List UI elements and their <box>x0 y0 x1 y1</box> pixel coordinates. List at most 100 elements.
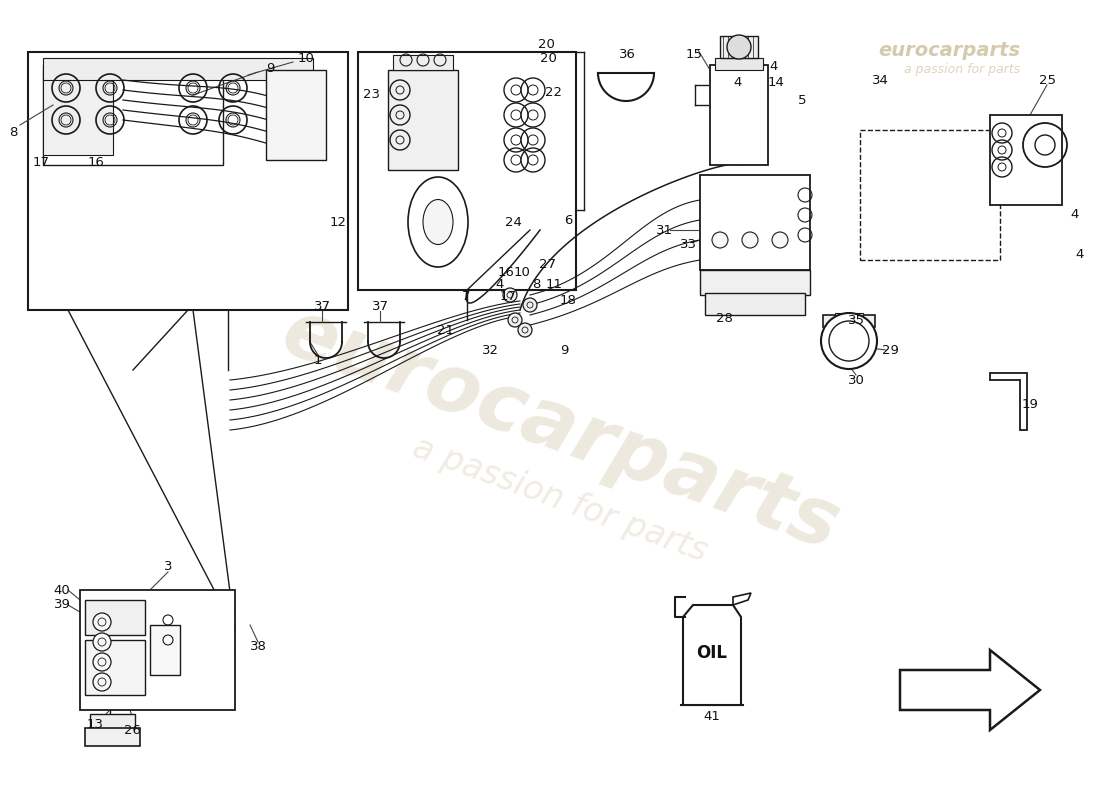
Text: 13: 13 <box>87 718 103 731</box>
Text: 33: 33 <box>680 238 696 251</box>
Bar <box>85 728 140 746</box>
Text: 20: 20 <box>538 38 554 50</box>
Text: 18: 18 <box>560 294 576 306</box>
Text: OIL: OIL <box>696 644 727 662</box>
Bar <box>85 640 145 695</box>
Bar <box>266 70 326 160</box>
Text: 22: 22 <box>546 86 562 98</box>
Circle shape <box>94 673 111 691</box>
Bar <box>715 58 763 70</box>
Text: 4: 4 <box>770 61 778 74</box>
Text: 23: 23 <box>363 87 381 101</box>
Text: 37: 37 <box>314 301 330 314</box>
Text: 37: 37 <box>372 301 388 314</box>
Text: 28: 28 <box>716 311 733 325</box>
Text: 4: 4 <box>1070 209 1079 222</box>
Bar <box>700 270 810 295</box>
Bar <box>358 52 576 290</box>
Bar <box>860 130 1000 260</box>
Text: 17: 17 <box>499 290 517 303</box>
Text: 4: 4 <box>734 77 742 90</box>
Text: 14: 14 <box>768 75 784 89</box>
Text: 38: 38 <box>250 641 266 654</box>
Circle shape <box>508 313 522 327</box>
Text: 12: 12 <box>330 215 346 229</box>
Text: 36: 36 <box>618 49 636 62</box>
Circle shape <box>94 633 111 651</box>
Text: 21: 21 <box>438 323 454 337</box>
Bar <box>43 70 113 155</box>
Circle shape <box>712 232 728 248</box>
Bar <box>150 625 180 675</box>
Text: 24: 24 <box>505 215 521 229</box>
Circle shape <box>829 321 869 361</box>
Bar <box>85 600 145 635</box>
Polygon shape <box>683 605 741 705</box>
Bar <box>720 36 758 58</box>
Circle shape <box>503 288 517 302</box>
Text: 5: 5 <box>798 94 806 106</box>
Bar <box>80 590 235 710</box>
Bar <box>823 315 874 327</box>
Text: 29: 29 <box>881 343 899 357</box>
Text: 34: 34 <box>871 74 889 86</box>
Text: 40: 40 <box>54 583 70 597</box>
Polygon shape <box>990 373 1027 430</box>
Text: 19: 19 <box>1022 398 1038 411</box>
Bar <box>90 714 135 730</box>
Text: 9: 9 <box>266 62 274 74</box>
Text: 8: 8 <box>531 278 540 291</box>
Text: 20: 20 <box>540 51 557 65</box>
Circle shape <box>518 323 532 337</box>
Text: a passion for parts: a passion for parts <box>904 63 1020 77</box>
Circle shape <box>821 313 877 369</box>
Bar <box>28 52 348 310</box>
Text: 39: 39 <box>54 598 70 611</box>
Text: 41: 41 <box>704 710 720 723</box>
Text: 27: 27 <box>539 258 557 271</box>
Polygon shape <box>900 650 1040 730</box>
Text: 4: 4 <box>1076 249 1085 262</box>
Text: 25: 25 <box>1038 74 1056 86</box>
Circle shape <box>772 232 788 248</box>
Bar <box>835 313 864 319</box>
Text: a passion for parts: a passion for parts <box>408 431 712 569</box>
Bar <box>388 70 458 170</box>
Circle shape <box>522 298 537 312</box>
Text: 17: 17 <box>33 155 50 169</box>
Text: eurocarparts: eurocarparts <box>271 293 849 567</box>
Circle shape <box>94 653 111 671</box>
Ellipse shape <box>424 199 453 245</box>
Text: 9: 9 <box>560 343 569 357</box>
Text: 4: 4 <box>496 278 504 291</box>
Bar <box>710 65 768 165</box>
Text: 10: 10 <box>298 51 315 65</box>
Text: 10: 10 <box>514 266 530 279</box>
Circle shape <box>94 613 111 631</box>
Polygon shape <box>733 593 751 605</box>
Text: 30: 30 <box>848 374 865 386</box>
Bar <box>990 115 1062 205</box>
Bar <box>393 55 453 70</box>
Text: 32: 32 <box>482 343 498 357</box>
Ellipse shape <box>408 177 468 267</box>
Circle shape <box>742 232 758 248</box>
Text: 15: 15 <box>685 47 703 61</box>
Bar <box>43 58 313 80</box>
Text: 35: 35 <box>847 314 865 326</box>
Bar <box>705 293 805 315</box>
Text: 16: 16 <box>497 266 515 279</box>
Text: 1: 1 <box>314 354 322 366</box>
Circle shape <box>727 35 751 59</box>
Bar <box>43 65 223 165</box>
Text: 7: 7 <box>462 290 471 303</box>
Text: 3: 3 <box>164 561 173 574</box>
Text: 31: 31 <box>656 223 672 237</box>
Text: 26: 26 <box>123 723 141 737</box>
Text: 6: 6 <box>564 214 572 226</box>
Text: eurocarparts: eurocarparts <box>878 41 1020 59</box>
Text: 8: 8 <box>9 126 18 138</box>
Bar <box>700 175 810 270</box>
Text: 16: 16 <box>88 155 104 169</box>
Text: 11: 11 <box>546 278 562 290</box>
